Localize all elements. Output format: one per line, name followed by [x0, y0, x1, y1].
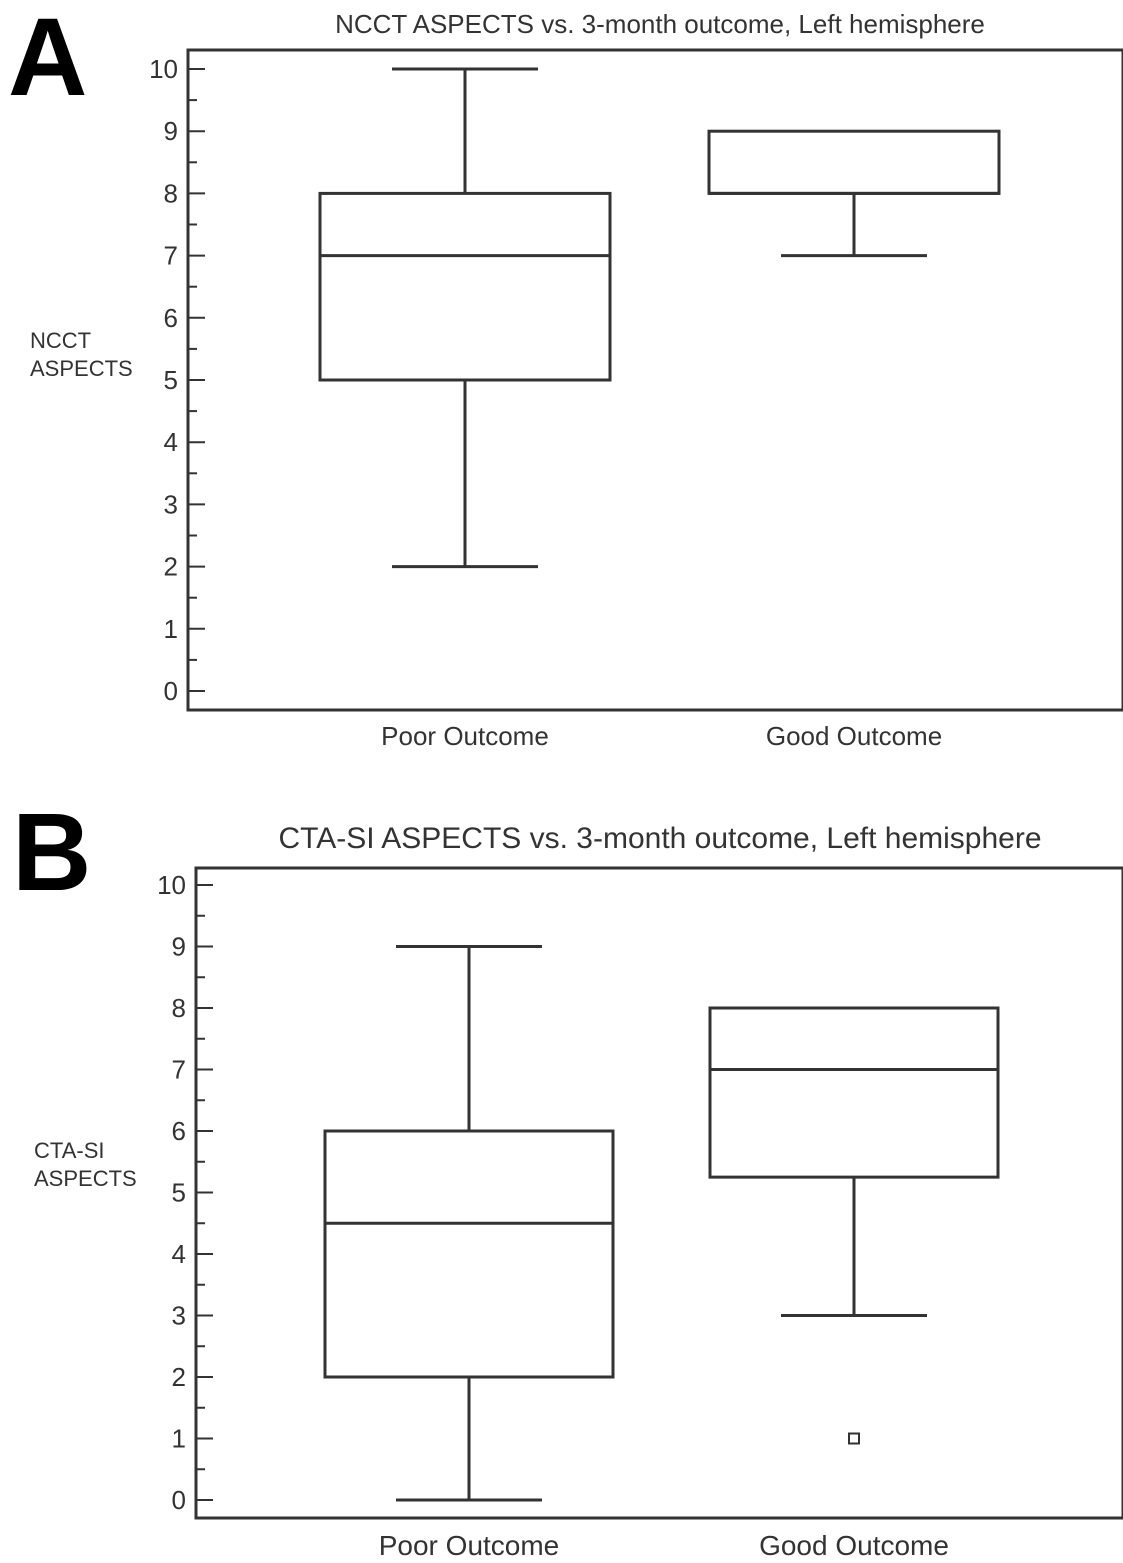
y-tick-label: 8 [164, 178, 178, 208]
panel-label: B [12, 791, 91, 914]
box-poor-outcome [318, 67, 612, 569]
x-tick-label: Poor Outcome [381, 721, 549, 751]
y-tick-label: 8 [172, 993, 186, 1023]
y-tick-label: 2 [164, 552, 178, 582]
y-axis-label-line-2: ASPECTS [34, 1166, 137, 1191]
box-plots [318, 67, 1001, 569]
y-tick-label: 4 [172, 1239, 186, 1269]
y-tick-label: 6 [172, 1116, 186, 1146]
iqr-box [318, 191, 612, 382]
box-plots [323, 945, 1000, 1502]
box-good-outcome [707, 129, 1001, 258]
box-poor-outcome [323, 945, 615, 1502]
y-axis-ticks: 0 1 2 3 4 5 6 7 8 9 10 [157, 870, 213, 1515]
y-axis-label-line-1: NCCT [30, 328, 91, 353]
x-tick-label: Good Outcome [766, 721, 942, 751]
y-tick-label: 5 [172, 1178, 186, 1208]
outlier-point [848, 1432, 860, 1445]
y-tick-label: 6 [164, 303, 178, 333]
y-axis-label-line-1: CTA-SI [34, 1138, 104, 1163]
x-tick-label: Good Outcome [759, 1530, 949, 1561]
y-tick-label: 4 [164, 427, 178, 457]
y-tick-label: 0 [164, 676, 178, 706]
panel-label: A [8, 0, 87, 119]
iqr-box [708, 1006, 1000, 1179]
box-good-outcome [708, 1006, 1000, 1445]
chart-panel-a: A NCCT ASPECTS vs. 3-month outcome, Left… [8, 0, 1123, 751]
plot-frame [194, 866, 1123, 1520]
chart-title: NCCT ASPECTS vs. 3-month outcome, Left h… [335, 9, 985, 39]
y-tick-label: 1 [164, 614, 178, 644]
y-tick-label: 2 [172, 1362, 186, 1392]
y-tick-label: 0 [172, 1485, 186, 1515]
chart-panel-b: B CTA-SI ASPECTS vs. 3-month outcome, Le… [12, 791, 1123, 1561]
iqr-box [707, 129, 1001, 195]
y-axis-ticks: 0 1 2 3 4 5 6 7 8 9 10 [149, 54, 205, 706]
y-tick-label: 10 [149, 54, 178, 84]
x-axis-labels: Poor Outcome Good Outcome [379, 1530, 949, 1561]
y-tick-label: 3 [164, 489, 178, 519]
y-tick-label: 9 [172, 932, 186, 962]
chart-title: CTA-SI ASPECTS vs. 3-month outcome, Left… [278, 822, 1041, 855]
y-tick-label: 5 [164, 365, 178, 395]
x-tick-label: Poor Outcome [379, 1530, 560, 1561]
iqr-box [323, 1129, 615, 1379]
y-tick-label: 10 [157, 870, 186, 900]
y-tick-label: 1 [172, 1424, 186, 1454]
y-tick-label: 9 [164, 116, 178, 146]
x-axis-labels: Poor Outcome Good Outcome [381, 721, 942, 751]
y-tick-label: 7 [164, 241, 178, 271]
y-tick-label: 7 [172, 1055, 186, 1085]
y-axis-label-line-2: ASPECTS [30, 356, 133, 381]
y-tick-label: 3 [172, 1301, 186, 1331]
